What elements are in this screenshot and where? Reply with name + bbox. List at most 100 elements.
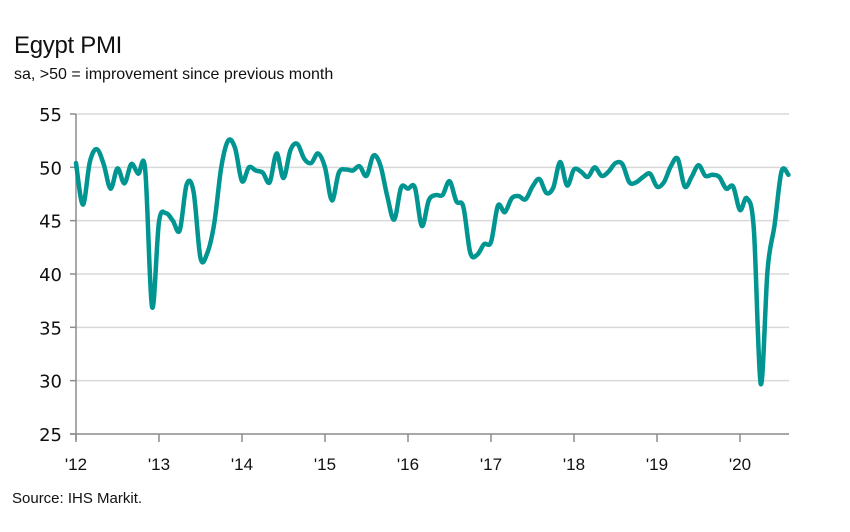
data-point <box>710 172 715 177</box>
series-line-egypt-pmi <box>73 137 791 387</box>
data-point <box>461 204 466 209</box>
data-point <box>655 184 660 189</box>
data-point <box>150 305 155 310</box>
data-point <box>454 199 459 204</box>
data-point <box>744 196 749 201</box>
y-tick-label: 55 <box>39 105 62 126</box>
data-point <box>205 250 210 255</box>
data-point <box>641 174 646 179</box>
y-tick-label: 50 <box>39 158 62 179</box>
data-point <box>412 185 417 190</box>
x-tick-label: '15 <box>314 455 336 474</box>
data-point <box>302 156 307 161</box>
data-point <box>516 194 521 199</box>
y-tick-label: 30 <box>39 372 62 393</box>
data-point <box>233 146 238 151</box>
data-point <box>357 164 362 169</box>
data-point <box>482 242 487 247</box>
data-point <box>682 184 687 189</box>
data-point <box>419 224 424 229</box>
data-point <box>136 171 141 176</box>
data-point <box>129 162 134 167</box>
data-point <box>281 176 286 181</box>
data-point <box>323 165 328 170</box>
data-point <box>87 160 92 165</box>
data-point <box>599 173 604 178</box>
data-point <box>772 222 777 227</box>
data-point <box>627 180 632 185</box>
data-point <box>724 186 729 191</box>
data-point <box>551 185 556 190</box>
y-axis: 55 50 45 40 35 30 25 <box>39 105 77 446</box>
data-point <box>530 184 535 189</box>
data-point <box>385 194 390 199</box>
data-point <box>572 167 577 172</box>
data-point <box>668 164 673 169</box>
data-point <box>489 240 494 245</box>
data-point <box>246 165 251 170</box>
data-point <box>267 180 272 185</box>
data-point <box>198 256 203 261</box>
x-axis: '12 '13 '14 '15 '16 '17 '18 '19 '20 <box>65 433 789 474</box>
data-point <box>523 197 528 202</box>
y-tick-label: 40 <box>39 265 62 286</box>
data-point <box>585 174 590 179</box>
data-point <box>696 163 701 168</box>
y-tick-label: 35 <box>39 318 62 339</box>
x-tick-label: '18 <box>563 455 585 474</box>
data-point <box>212 220 217 225</box>
data-point <box>426 198 431 203</box>
x-tick-label: '14 <box>231 455 253 474</box>
data-point <box>738 208 743 213</box>
data-point <box>163 211 168 216</box>
data-point <box>226 138 231 143</box>
chart-subtitle: sa, >50 = improvement since previous mon… <box>14 66 334 83</box>
data-point <box>717 174 722 179</box>
data-point <box>495 203 500 208</box>
data-point <box>80 202 85 207</box>
data-point <box>329 198 334 203</box>
data-point <box>731 184 736 189</box>
data-point <box>689 174 694 179</box>
data-point <box>371 153 376 158</box>
y-tick-label: 45 <box>39 212 62 233</box>
data-point <box>157 219 162 224</box>
x-tick-label: '20 <box>729 455 751 474</box>
data-point <box>74 161 79 166</box>
data-point <box>392 217 397 222</box>
data-point <box>765 266 770 271</box>
data-point <box>122 181 127 186</box>
data-point <box>170 218 175 223</box>
data-point <box>94 147 99 152</box>
data-point <box>779 169 784 174</box>
data-point <box>509 196 514 201</box>
x-tick-label: '19 <box>646 455 668 474</box>
data-point <box>253 168 258 173</box>
data-point <box>634 180 639 185</box>
x-tick-label: '16 <box>397 455 419 474</box>
x-tick-label: '12 <box>65 455 87 474</box>
data-point <box>786 172 791 177</box>
data-point <box>648 171 653 176</box>
data-point <box>177 228 182 233</box>
x-tick-label: '17 <box>480 455 502 474</box>
series-layer <box>73 137 791 387</box>
data-point <box>101 162 106 167</box>
data-point <box>606 169 611 174</box>
data-point <box>406 186 411 191</box>
data-point <box>433 193 438 198</box>
data-point <box>399 185 404 190</box>
data-point <box>108 186 113 191</box>
data-point <box>240 179 245 184</box>
data-point <box>675 156 680 161</box>
gridlines <box>76 113 789 382</box>
data-point <box>364 173 369 178</box>
data-point <box>336 170 341 175</box>
data-point <box>565 183 570 188</box>
data-point <box>115 166 120 171</box>
data-point <box>544 190 549 195</box>
data-point <box>447 179 452 184</box>
data-point <box>440 193 445 198</box>
data-point <box>502 210 507 215</box>
